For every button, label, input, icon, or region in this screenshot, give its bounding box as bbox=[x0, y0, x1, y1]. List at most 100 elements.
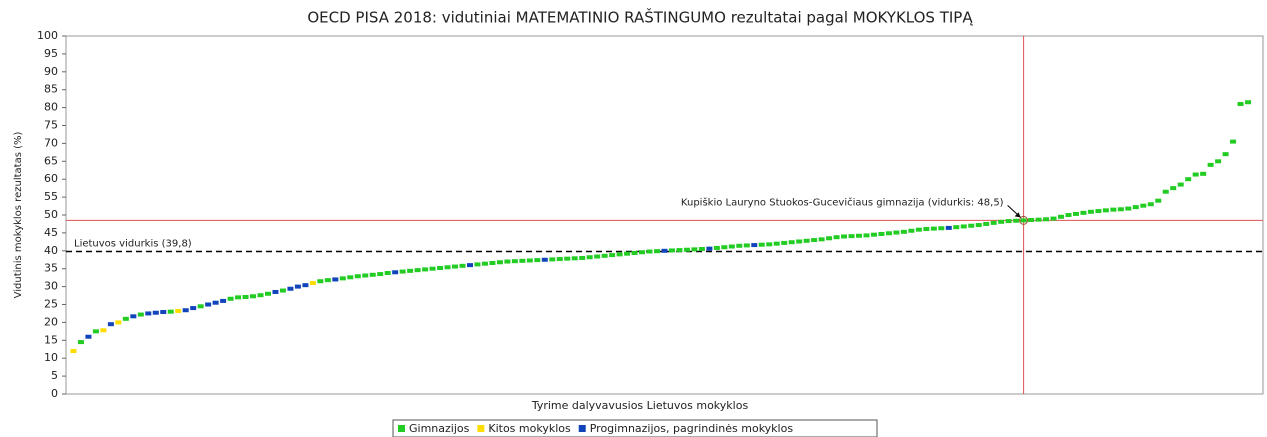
y-tick-label: 45 bbox=[44, 226, 58, 239]
data-point bbox=[452, 264, 459, 269]
data-point bbox=[953, 225, 960, 230]
data-point bbox=[923, 226, 930, 231]
data-point bbox=[145, 311, 152, 316]
data-point bbox=[130, 314, 137, 319]
data-point bbox=[1132, 205, 1139, 210]
data-point bbox=[1200, 171, 1207, 176]
data-point bbox=[609, 253, 616, 258]
legend-swatch bbox=[477, 425, 485, 432]
data-point bbox=[841, 234, 848, 239]
y-tick-label: 50 bbox=[44, 208, 58, 221]
data-point bbox=[100, 328, 107, 333]
data-point bbox=[429, 266, 436, 271]
y-tick-label: 100 bbox=[37, 29, 58, 42]
y-tick-label: 80 bbox=[44, 101, 58, 114]
data-point bbox=[579, 255, 586, 260]
data-point bbox=[1028, 218, 1035, 223]
data-point bbox=[1162, 189, 1169, 194]
data-point bbox=[137, 312, 144, 317]
y-axis-label: Vidutinis mokyklos rezultatas (%) bbox=[13, 132, 24, 299]
data-point bbox=[1072, 211, 1079, 216]
data-point bbox=[698, 247, 705, 252]
data-point bbox=[242, 294, 249, 299]
data-point bbox=[751, 243, 758, 248]
y-tick-label: 5 bbox=[51, 369, 58, 382]
y-tick-label: 90 bbox=[44, 65, 58, 78]
data-point bbox=[646, 249, 653, 254]
legend-label: Progimnazijos, pagrindinės mokyklos bbox=[590, 422, 794, 435]
data-point bbox=[1058, 214, 1065, 219]
y-tick-label: 40 bbox=[44, 244, 58, 257]
data-point bbox=[1125, 206, 1132, 211]
data-point bbox=[930, 226, 937, 231]
data-point bbox=[721, 245, 728, 250]
data-point bbox=[571, 256, 578, 261]
data-point bbox=[152, 310, 159, 315]
data-point bbox=[616, 252, 623, 257]
data-point bbox=[586, 255, 593, 260]
data-point bbox=[654, 249, 661, 254]
data-point bbox=[818, 237, 825, 242]
data-point bbox=[272, 289, 279, 294]
data-point bbox=[489, 260, 496, 265]
data-point bbox=[481, 261, 488, 266]
chart-title: OECD PISA 2018: vidutiniai MATEMATINIO R… bbox=[307, 8, 973, 27]
y-tick-label: 95 bbox=[44, 47, 58, 60]
y-tick-label: 65 bbox=[44, 154, 58, 167]
y-tick-label: 75 bbox=[44, 119, 58, 132]
data-point bbox=[975, 223, 982, 228]
data-point bbox=[1245, 100, 1252, 105]
data-point bbox=[437, 265, 444, 270]
data-point bbox=[983, 221, 990, 226]
highlight-label: Kupiškio Lauryno Stuokos-Gucevičiaus gim… bbox=[681, 196, 1004, 208]
data-point bbox=[796, 239, 803, 244]
data-point bbox=[915, 227, 922, 232]
data-point bbox=[788, 240, 795, 245]
data-point bbox=[160, 310, 167, 315]
data-point bbox=[713, 245, 720, 250]
legend-label: Kitos mokyklos bbox=[488, 422, 571, 435]
data-point bbox=[781, 240, 788, 245]
data-point bbox=[504, 259, 511, 264]
data-point bbox=[826, 236, 833, 241]
data-point bbox=[631, 250, 638, 255]
data-point bbox=[250, 294, 257, 299]
data-point bbox=[339, 276, 346, 281]
data-point bbox=[683, 247, 690, 252]
data-point bbox=[848, 234, 855, 239]
data-point bbox=[182, 308, 189, 313]
data-point bbox=[1095, 209, 1102, 214]
data-point bbox=[736, 243, 743, 248]
data-point bbox=[1155, 198, 1162, 203]
data-point bbox=[1222, 152, 1229, 157]
data-point bbox=[407, 268, 414, 273]
data-point bbox=[661, 248, 668, 253]
data-point bbox=[1207, 162, 1214, 167]
data-point bbox=[900, 229, 907, 234]
data-point bbox=[317, 279, 324, 284]
data-point bbox=[1140, 203, 1147, 208]
data-point bbox=[534, 258, 541, 263]
data-point bbox=[1043, 217, 1050, 222]
data-point bbox=[908, 228, 915, 233]
data-point bbox=[938, 226, 945, 231]
y-tick-label: 0 bbox=[51, 387, 58, 400]
data-point bbox=[556, 257, 563, 262]
data-point bbox=[122, 316, 129, 321]
legend-swatch bbox=[398, 425, 405, 432]
data-point bbox=[624, 251, 631, 256]
data-point bbox=[998, 219, 1005, 224]
y-tick-label: 85 bbox=[44, 83, 58, 96]
data-point bbox=[324, 278, 331, 283]
y-tick-label: 20 bbox=[44, 315, 58, 328]
data-point bbox=[1192, 172, 1199, 177]
data-point bbox=[743, 243, 750, 248]
data-point bbox=[766, 242, 773, 247]
data-point bbox=[945, 225, 952, 230]
data-point bbox=[863, 233, 870, 238]
data-point bbox=[77, 340, 84, 345]
data-point bbox=[1005, 219, 1012, 224]
data-point bbox=[1110, 207, 1117, 212]
data-point bbox=[354, 274, 361, 279]
